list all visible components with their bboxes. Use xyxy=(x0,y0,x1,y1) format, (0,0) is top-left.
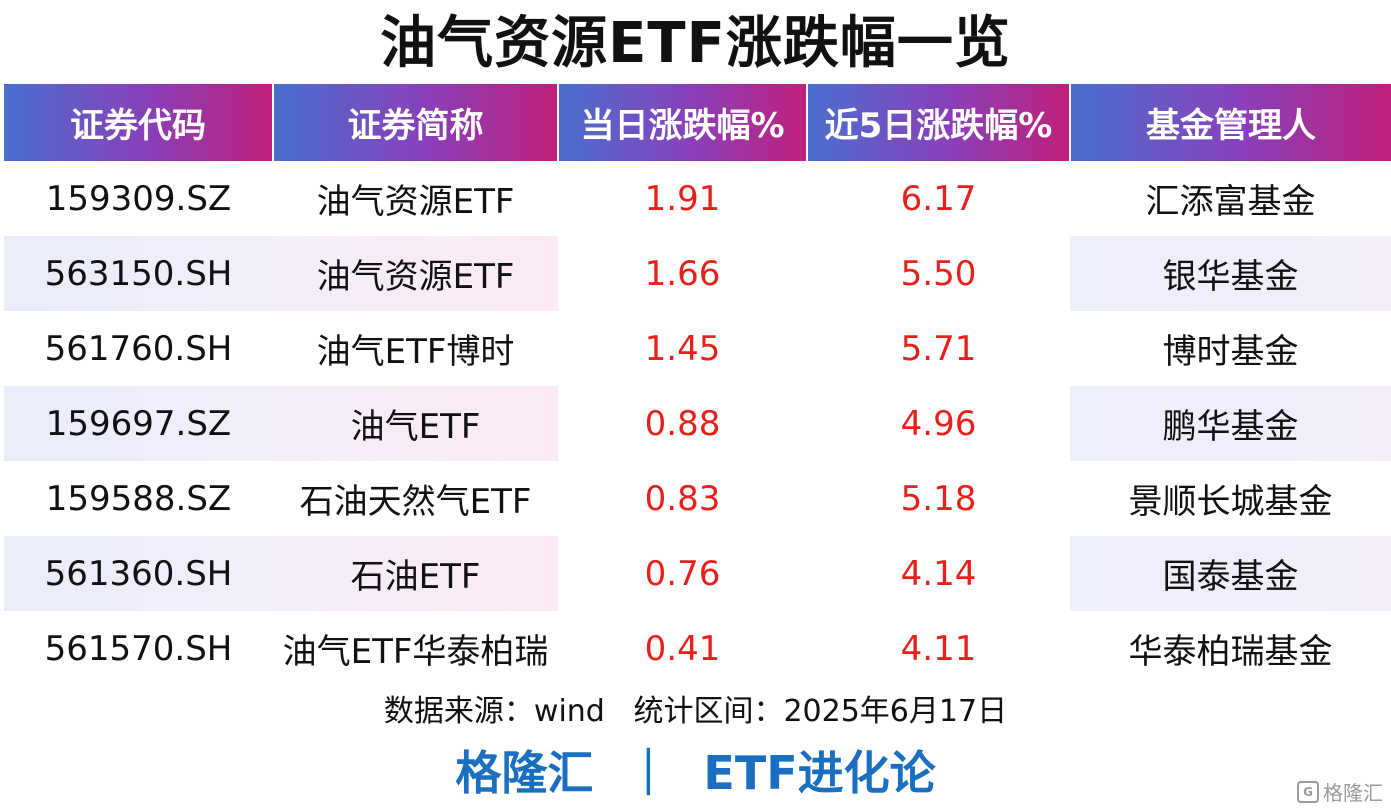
cell-5day-change: 6.17 xyxy=(900,178,977,219)
cell-5day-change: 4.14 xyxy=(807,536,1070,611)
watermark: G 格隆汇 xyxy=(1297,777,1383,806)
page-title: 油气资源ETF涨跌幅一览 xyxy=(380,11,1011,76)
cell-name: 油气ETF xyxy=(273,386,558,461)
cell-manager: 银华基金 xyxy=(1070,236,1391,311)
cell-manager: 华泰柏瑞基金 xyxy=(1128,632,1333,672)
cell-daily-change: 1.45 xyxy=(644,328,721,369)
cell-code: 563150.SH xyxy=(4,236,273,311)
cell-5day-change: 4.11 xyxy=(900,628,977,669)
cell-code: 159697.SZ xyxy=(4,386,273,461)
cell-name: 石油天然气ETF xyxy=(299,482,532,522)
cell-code: 561760.SH xyxy=(44,328,233,369)
cell-name: 油气资源ETF xyxy=(273,236,558,311)
cell-5day-change: 5.71 xyxy=(900,328,977,369)
header-name: 证券简称 xyxy=(273,84,559,161)
table-row: 159697.SZ 油气ETF 0.88 4.96 鹏华基金 xyxy=(4,386,1391,461)
cell-manager: 国泰基金 xyxy=(1070,536,1391,611)
cell-daily-change: 0.83 xyxy=(644,478,721,519)
cell-daily-change: 0.76 xyxy=(558,536,807,611)
cell-manager: 景顺长城基金 xyxy=(1128,482,1333,522)
cell-name: 油气ETF华泰柏瑞 xyxy=(282,632,549,672)
header-manager: 基金管理人 xyxy=(1070,84,1391,161)
cell-daily-change: 0.41 xyxy=(644,628,721,669)
table-row: 563150.SH 油气资源ETF 1.66 5.50 银华基金 xyxy=(4,236,1391,311)
cell-daily-change: 0.88 xyxy=(558,386,807,461)
table-row: 561360.SH 石油ETF 0.76 4.14 国泰基金 xyxy=(4,536,1391,611)
watermark-text: 格隆汇 xyxy=(1323,781,1383,805)
cell-5day-change: 5.50 xyxy=(807,236,1070,311)
header-code: 证券代码 xyxy=(4,84,274,161)
cell-5day-change: 4.96 xyxy=(807,386,1070,461)
brand-footer: 格隆汇 ｜ ETF进化论 xyxy=(455,746,936,800)
table-row: 159588.SZ 石油天然气ETF 0.83 5.18 景顺长城基金 xyxy=(4,461,1391,536)
table-header-row: 证券代码 证券简称 当日涨跌幅% 近5日涨跌幅% 基金管理人 xyxy=(4,84,1391,161)
logo-icon: G xyxy=(1297,780,1319,803)
cell-daily-change: 1.66 xyxy=(558,236,807,311)
table-row: 561760.SH 油气ETF博时 1.45 5.71 博时基金 xyxy=(4,311,1391,386)
cell-manager: 鹏华基金 xyxy=(1070,386,1391,461)
cell-name: 油气ETF博时 xyxy=(316,332,515,372)
table-row: 561570.SH 油气ETF华泰柏瑞 0.41 4.11 华泰柏瑞基金 xyxy=(4,611,1391,686)
cell-code: 561360.SH xyxy=(4,536,273,611)
cell-daily-change: 1.91 xyxy=(644,178,721,219)
cell-name: 石油ETF xyxy=(273,536,558,611)
header-5day-change: 近5日涨跌幅% xyxy=(807,84,1071,161)
cell-manager: 博时基金 xyxy=(1162,332,1299,372)
cell-code: 159588.SZ xyxy=(45,478,232,519)
cell-code: 159309.SZ xyxy=(45,178,232,219)
cell-name: 油气资源ETF xyxy=(316,182,515,222)
cell-5day-change: 5.18 xyxy=(900,478,977,519)
etf-table: 证券代码 证券简称 当日涨跌幅% 近5日涨跌幅% 基金管理人 159309.SZ… xyxy=(4,84,1391,686)
header-daily-change: 当日涨跌幅% xyxy=(558,84,808,161)
table-row: 159309.SZ 油气资源ETF 1.91 6.17 汇添富基金 xyxy=(4,161,1391,236)
cell-manager: 汇添富基金 xyxy=(1145,182,1316,222)
data-source-note: 数据来源：wind 统计区间：2025年6月17日 xyxy=(383,694,1008,729)
cell-code: 561570.SH xyxy=(44,628,233,669)
